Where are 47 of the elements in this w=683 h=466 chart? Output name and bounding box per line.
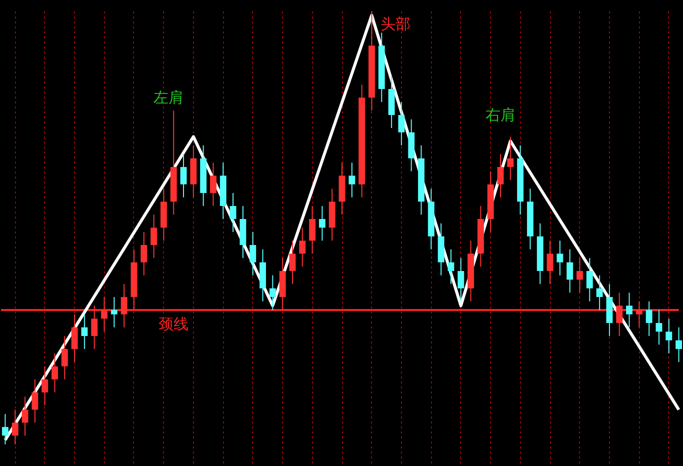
candlestick xyxy=(497,154,504,198)
candlestick xyxy=(91,305,98,350)
candlestick xyxy=(666,318,672,354)
candlestick xyxy=(101,296,108,332)
ref-line-label: 颈线 xyxy=(158,315,189,333)
candlestick xyxy=(546,240,554,284)
candlestick xyxy=(626,292,632,328)
candlestick xyxy=(636,300,642,328)
candlestick xyxy=(507,136,514,180)
annotation: 左肩 xyxy=(154,88,184,107)
candlestick xyxy=(52,352,58,393)
candlestick xyxy=(458,258,464,302)
candlestick xyxy=(22,396,28,436)
candlestick xyxy=(81,314,88,350)
candlestick xyxy=(250,232,256,276)
candlestick xyxy=(586,258,593,302)
candlestick xyxy=(210,162,216,206)
candlestick xyxy=(676,326,682,362)
candlestick xyxy=(180,154,187,198)
candlestick xyxy=(2,414,8,445)
candlestick xyxy=(309,206,316,254)
candlestick xyxy=(318,206,326,242)
candlestick xyxy=(398,102,405,146)
candlestick xyxy=(150,214,158,258)
candlestick xyxy=(12,409,18,445)
candlestick xyxy=(71,314,78,362)
candlestick xyxy=(646,300,652,336)
candlestick xyxy=(140,232,148,276)
annotation: 右肩 xyxy=(485,106,516,124)
candlestick xyxy=(348,162,356,198)
candlestick xyxy=(289,240,296,284)
candlestick xyxy=(566,248,574,294)
candlestick xyxy=(269,274,276,310)
annotation: 头部 xyxy=(380,15,411,33)
candlestick xyxy=(596,274,603,310)
candlestick xyxy=(61,336,68,380)
candlestick xyxy=(448,248,454,284)
candlestick xyxy=(576,258,583,294)
candlestick xyxy=(230,192,236,232)
candlestick xyxy=(299,227,306,268)
candlestick xyxy=(32,378,38,424)
candlestick xyxy=(110,296,118,328)
candlestick xyxy=(120,284,128,328)
candlestick xyxy=(656,310,662,346)
candlestick xyxy=(556,240,564,276)
candlestick xyxy=(42,366,48,406)
candlestick xyxy=(616,292,623,336)
